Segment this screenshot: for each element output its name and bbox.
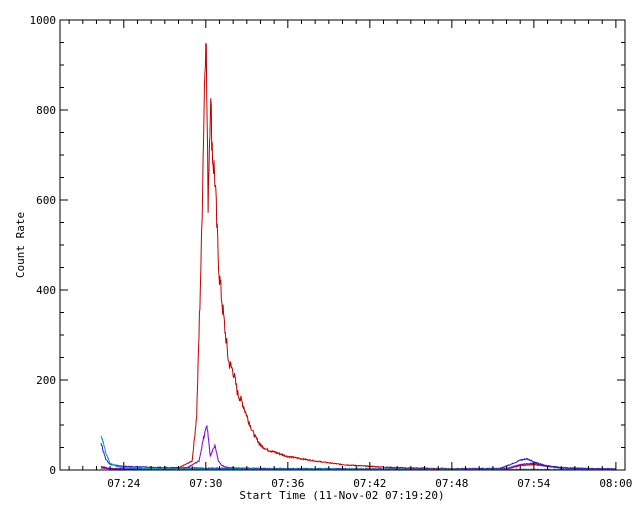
x-tick-label: 07:48 — [435, 477, 468, 490]
x-tick-label: 07:24 — [107, 477, 140, 490]
x-tick-label: 07:42 — [353, 477, 386, 490]
x-tick-label: 07:30 — [189, 477, 222, 490]
x-tick-label: 07:36 — [271, 477, 304, 490]
y-tick-label: 200 — [36, 374, 56, 387]
y-tick-label: 800 — [36, 104, 56, 117]
x-tick-label: 08:00 — [599, 477, 632, 490]
x-tick-label: 07:54 — [517, 477, 550, 490]
x-axis-title: Start Time (11-Nov-02 07:19:20) — [239, 489, 444, 502]
axis-ticks: 0 200 400 600 800 1000 07:24 07:30 07:36 07:42 07:… — [30, 14, 633, 490]
y-tick-label: 400 — [36, 284, 56, 297]
y-tick-label: 0 — [49, 464, 56, 477]
series-line-red — [100, 42, 617, 471]
y-axis-title: Count Rate — [14, 212, 27, 278]
plot-area — [100, 42, 617, 471]
y-tick-label: 600 — [36, 194, 56, 207]
y-tick-label: 1000 — [30, 14, 57, 27]
series-line-cyan — [100, 435, 617, 471]
